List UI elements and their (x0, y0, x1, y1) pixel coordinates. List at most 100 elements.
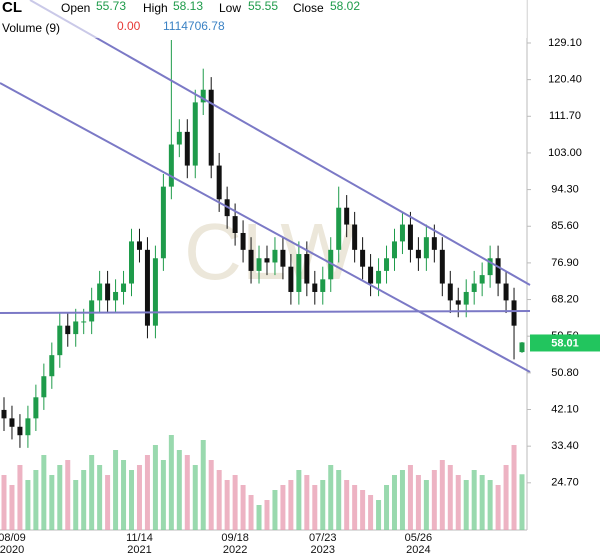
candle-body (176, 131, 182, 145)
volume-bar (352, 485, 358, 530)
volume-bar (407, 465, 413, 530)
volume-bar (1, 475, 7, 530)
trend-line (29, 0, 531, 286)
volume-bar (152, 445, 158, 530)
volume-bar (216, 470, 222, 530)
volume-bar (168, 435, 174, 530)
volume-bar (200, 440, 206, 530)
last-price-label: 58.01 (551, 337, 579, 349)
volume-bar (439, 460, 445, 530)
volume-bar (463, 480, 469, 530)
volume-bar (240, 485, 246, 530)
candle-body (9, 418, 15, 427)
x-tick-label: 11/14 2021 (126, 532, 153, 556)
candle-body (399, 224, 405, 242)
candle-body (65, 325, 71, 335)
symbol: CL (2, 0, 22, 16)
volume-bar (144, 455, 150, 530)
header-bg (0, 0, 527, 38)
candle-body (447, 283, 453, 301)
volume-bar (415, 475, 421, 530)
candle-body (184, 131, 190, 166)
candle-body (240, 232, 246, 250)
candle-body (152, 258, 158, 326)
candle-body (248, 249, 254, 271)
volume-bar (423, 480, 429, 530)
candle-body (376, 270, 382, 284)
y-tick-label: 85.60 (551, 220, 579, 232)
candle-body (407, 224, 413, 250)
candle-body (304, 254, 310, 284)
candle-body (105, 283, 111, 301)
volume-bar (97, 465, 103, 530)
candle-body (113, 291, 119, 301)
last-price-badge (530, 334, 600, 352)
low-label: Low (219, 1, 241, 15)
candle-body (160, 186, 166, 259)
candle-body (97, 283, 103, 301)
volume-bar (519, 474, 525, 530)
volume-bar (160, 460, 166, 530)
x-tick-label: 05/26 2024 (404, 532, 433, 556)
candle-body (33, 397, 39, 419)
candle-body (455, 300, 461, 305)
candle-body (423, 237, 429, 259)
volume-bar (320, 480, 326, 530)
y-tick-label: 68.20 (551, 293, 579, 305)
volume-bar (248, 495, 254, 530)
volume-bar (503, 465, 509, 530)
y-tick-label: 33.40 (551, 440, 579, 452)
candle-body (1, 409, 7, 419)
volume-bar (328, 465, 334, 530)
close-label: Close (293, 1, 324, 15)
volume-bar (73, 480, 79, 530)
volume-bar (479, 475, 485, 530)
candle-body (216, 165, 222, 200)
candle-body (208, 89, 214, 166)
low-value: 55.55 (248, 0, 278, 13)
volume-bar (81, 470, 87, 530)
y-tick-label: 111.70 (549, 110, 581, 122)
volume-bar (384, 485, 390, 530)
candle-body (352, 224, 358, 250)
candle-body (89, 300, 95, 322)
volume-bar (121, 460, 127, 530)
candle-body (168, 144, 174, 187)
candle-body (49, 355, 55, 377)
candle-body (296, 254, 302, 292)
y-tick-label: 120.40 (548, 74, 582, 86)
candle-body (73, 321, 79, 335)
candle-body (344, 207, 350, 225)
volume-bar (105, 475, 111, 530)
y-tick-label: 76.90 (551, 257, 579, 269)
volume-bar (296, 470, 302, 530)
open-label: Open (61, 1, 90, 15)
candle-body (471, 283, 477, 292)
volume-bar (89, 455, 95, 530)
high-value: 58.13 (173, 0, 203, 13)
candle-body (41, 376, 47, 398)
volume-bar (280, 485, 286, 530)
volume-label: Volume (9) (2, 21, 60, 35)
volume-bar (224, 480, 230, 530)
volume-bar (113, 450, 119, 530)
volume-bar (129, 470, 135, 530)
trend-line (0, 82, 531, 373)
close-value: 58.02 (330, 0, 360, 13)
volume-bar (344, 480, 350, 530)
volume-bar (336, 470, 342, 530)
volume-bar (25, 480, 31, 530)
volume-bar (288, 480, 294, 530)
volume-change: 0.00 (117, 19, 141, 33)
candle-body (495, 258, 501, 284)
volume-bar (272, 490, 278, 530)
volume-bar (184, 455, 190, 530)
x-tick-label: 07/23 2023 (309, 532, 337, 556)
candle-body (384, 258, 390, 271)
volume-bar (511, 445, 517, 530)
candle-body (136, 241, 142, 250)
candle-body (415, 249, 421, 259)
y-tick-label: 94.30 (551, 183, 579, 195)
candle-body (431, 237, 437, 250)
